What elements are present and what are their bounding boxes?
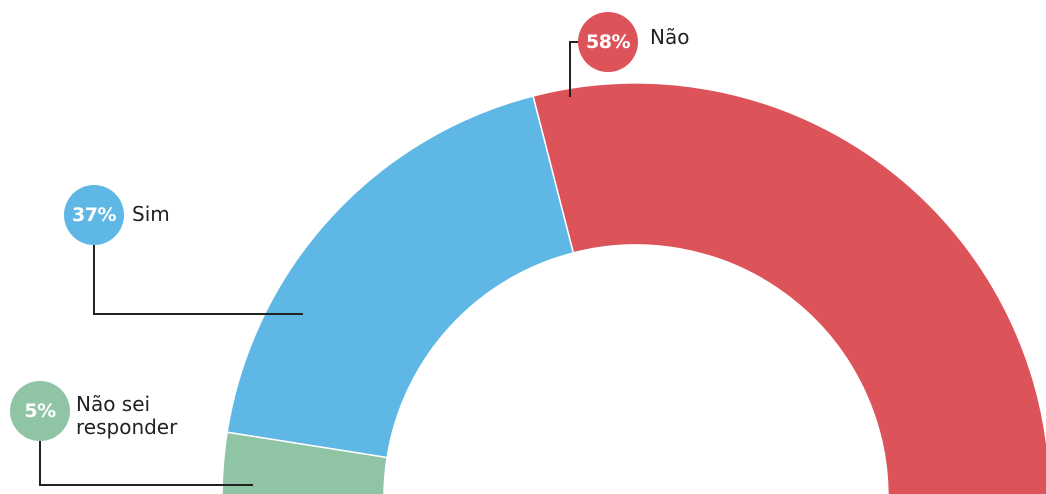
- slice: [221, 431, 388, 494]
- category-label: Sim: [132, 202, 170, 226]
- leader-line: [39, 441, 253, 486]
- leader-line: [569, 41, 578, 97]
- value-label: 5%: [10, 381, 70, 441]
- slice: [532, 82, 1046, 494]
- value-label: 58%: [578, 12, 638, 72]
- slice: [226, 95, 575, 459]
- category-label: Não sei responder: [76, 392, 178, 439]
- category-label: Não: [650, 25, 690, 49]
- value-label: 37%: [64, 185, 124, 245]
- leader-line: [93, 245, 303, 315]
